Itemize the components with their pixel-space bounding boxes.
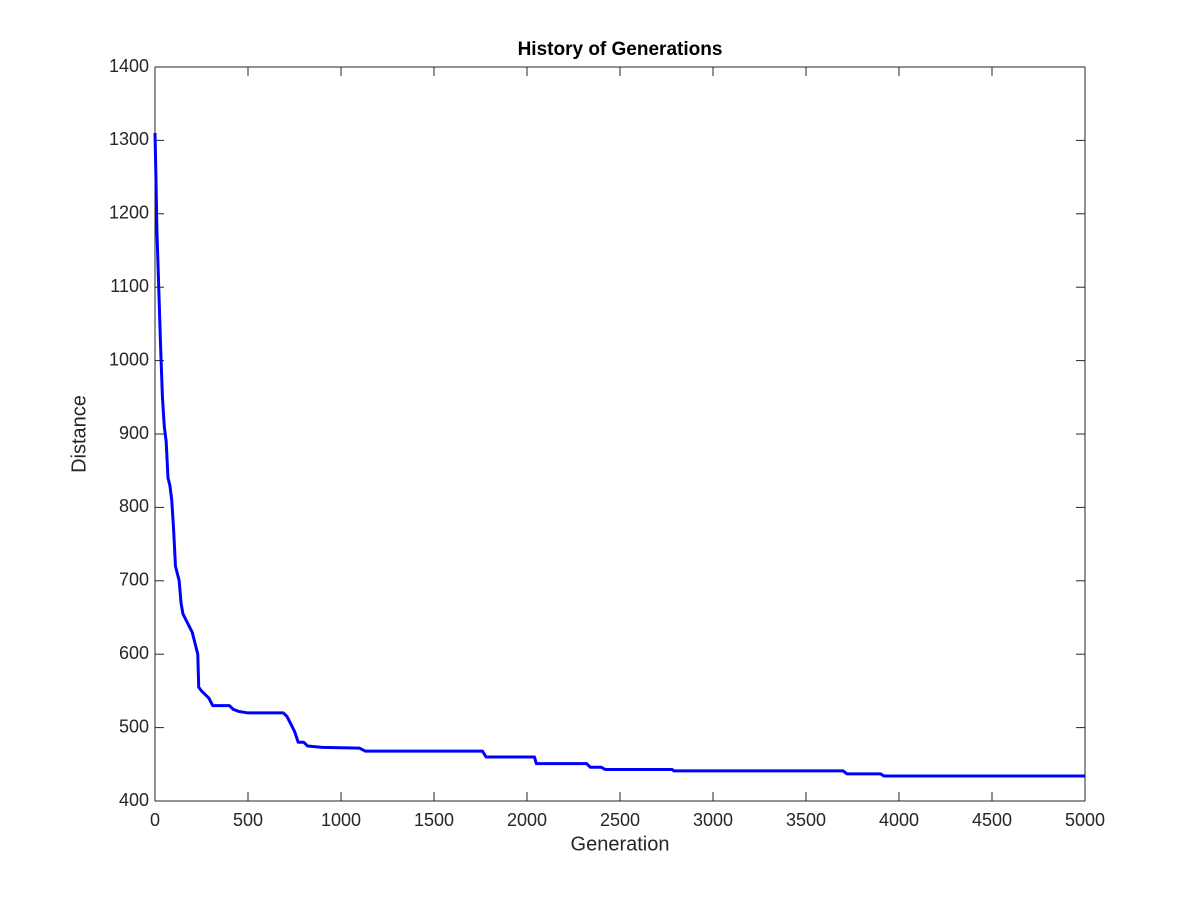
y-tick-label: 1300 (109, 129, 149, 149)
y-tick-label: 1100 (110, 276, 149, 296)
x-tick-label: 1000 (321, 810, 361, 830)
y-tick-label: 1000 (109, 349, 149, 369)
y-tick-label: 400 (119, 790, 149, 810)
x-axis-label: Generation (571, 833, 670, 855)
data-line (153, 133, 1085, 778)
x-tick-label: 3000 (693, 810, 733, 830)
x-tick-label: 4500 (972, 810, 1012, 830)
y-tick-label: 500 (119, 716, 149, 736)
x-tick-label: 1500 (414, 810, 454, 830)
chart-title: History of Generations (518, 39, 723, 60)
x-tick-label: 2500 (600, 810, 640, 830)
x-tick-label: 3500 (786, 810, 826, 830)
y-tick-label: 800 (119, 496, 149, 516)
y-tick-label: 700 (119, 570, 149, 590)
y-tick-label: 600 (119, 643, 149, 663)
y-tick-label: 900 (119, 423, 149, 443)
x-tick-label: 5000 (1065, 810, 1105, 830)
y-tick-label: 1400 (109, 56, 149, 76)
axes-box (154, 66, 1086, 802)
x-tick-label: 4000 (879, 810, 919, 830)
x-tick-label: 2000 (507, 810, 547, 830)
x-tick-label: 500 (233, 810, 263, 830)
y-tick-label: 1200 (109, 203, 149, 223)
y-axis-label: Distance (68, 395, 90, 473)
x-tick-label: 0 (150, 810, 160, 830)
